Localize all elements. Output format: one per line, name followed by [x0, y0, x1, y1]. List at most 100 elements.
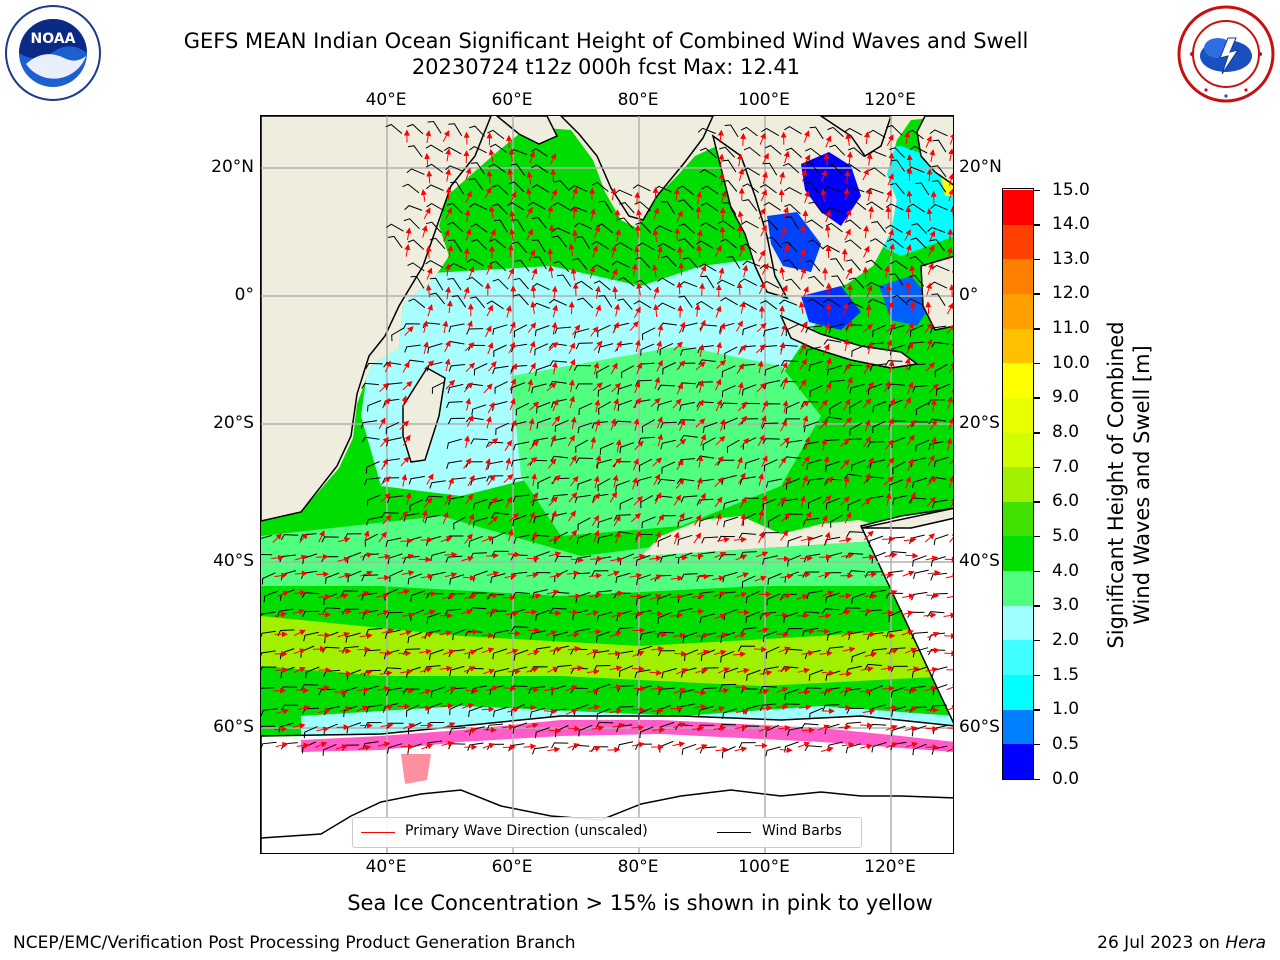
wind-barb [929, 704, 947, 712]
wave-direction-arrow [780, 284, 788, 297]
wind-barb [831, 275, 846, 289]
wind-barb [701, 185, 719, 195]
wind-barb [596, 365, 610, 379]
wave-direction-arrow [880, 609, 894, 616]
wind-barb [657, 534, 672, 548]
wind-barb [549, 607, 567, 614]
colorbar-segment [1003, 189, 1033, 225]
wind-barb [446, 401, 463, 409]
wind-barb [700, 222, 718, 231]
wave-direction-arrow [652, 229, 659, 242]
wind-barb [821, 608, 840, 615]
colorbar-tick-label: 8.0 [1052, 422, 1080, 443]
wave-direction-arrow [530, 492, 539, 504]
wave-direction-arrow [631, 724, 645, 731]
wave-direction-arrow [460, 609, 473, 615]
lon-tick-bottom: 100°E [738, 857, 790, 877]
wave-direction-arrow [903, 536, 917, 543]
wave-direction-arrow [887, 301, 894, 314]
wave-direction-arrow [888, 228, 894, 242]
wind-barb [279, 648, 295, 660]
wind-barb [527, 201, 546, 210]
wind-barb [804, 161, 820, 174]
wave-direction-arrow [442, 593, 456, 600]
wind-barb [809, 384, 824, 398]
wave-direction-arrow [801, 628, 815, 635]
wave-direction-arrow [824, 322, 831, 335]
wave-direction-arrow [670, 575, 684, 582]
wind-barb [385, 421, 400, 435]
lat-tick-left: 60°S [213, 717, 254, 737]
wave-direction-arrow [715, 435, 726, 446]
wind-barb [364, 477, 381, 486]
wind-barb [720, 650, 735, 663]
wave-direction-arrow [715, 512, 722, 526]
wind-barb [700, 275, 715, 289]
wind-barb [448, 364, 466, 372]
wind-barb [578, 402, 593, 415]
wave-direction-arrow [675, 478, 685, 489]
wave-direction-arrow [909, 300, 916, 314]
wind-barb [892, 461, 906, 475]
wind-barb [662, 362, 676, 375]
wave-direction-arrow [488, 361, 497, 372]
wind-barb [695, 240, 714, 249]
wind-barb [695, 300, 714, 310]
wave-direction-arrow [614, 303, 621, 317]
wave-direction-arrow [336, 593, 349, 600]
wave-direction-arrow [568, 529, 578, 541]
wind-barb [890, 686, 906, 698]
wave-direction-arrow [359, 632, 373, 639]
wind-barb [383, 702, 399, 713]
wave-direction-arrow [927, 570, 941, 576]
wind-barb [448, 323, 465, 333]
wave-direction-arrow [614, 340, 622, 353]
wind-barb [366, 461, 380, 474]
wave-direction-arrow [634, 224, 641, 238]
wave-direction-arrow [718, 153, 725, 167]
wave-direction-arrow [401, 395, 408, 409]
wave-direction-arrow [926, 168, 933, 182]
wave-direction-arrow [781, 323, 787, 337]
wave-direction-arrow [292, 608, 305, 615]
wind-barb [742, 167, 760, 176]
wave-direction-arrow [838, 704, 852, 711]
wave-direction-arrow [866, 188, 873, 201]
wave-direction-arrow [929, 149, 936, 162]
wave-direction-arrow [589, 572, 603, 579]
wind-barb [531, 239, 546, 253]
wave-direction-arrow [445, 286, 452, 300]
wind-barb [913, 569, 929, 580]
wind-barb [510, 457, 528, 467]
wind-barb [738, 742, 756, 749]
wave-direction-arrow [821, 514, 828, 527]
wind-barb [492, 324, 508, 335]
wave-direction-arrow [629, 573, 643, 579]
wave-direction-arrow [443, 229, 450, 242]
wave-direction-arrow [400, 537, 414, 544]
wave-direction-arrow [468, 266, 475, 279]
wind-barb [805, 147, 823, 158]
wave-direction-arrow [481, 706, 495, 713]
wave-direction-arrow [780, 361, 788, 374]
wind-barb [531, 497, 549, 507]
wave-direction-arrow [589, 265, 596, 279]
wind-barb [785, 278, 801, 290]
wind-barb [724, 124, 739, 138]
wave-direction-arrow [699, 492, 706, 505]
wind-barb [915, 402, 929, 416]
wave-direction-arrow [780, 419, 787, 432]
wave-direction-arrow [841, 552, 855, 559]
wind-barb [534, 325, 550, 337]
wave-direction-arrow [463, 247, 470, 261]
wind-barb [762, 630, 778, 643]
wind-barb [864, 663, 883, 670]
wave-direction-arrow [801, 455, 810, 467]
wind-barb [636, 685, 652, 696]
colorbar-tick-label: 2.0 [1052, 629, 1080, 650]
wave-direction-arrow [426, 267, 433, 280]
wave-direction-arrow [421, 509, 428, 523]
wave-direction-arrow [715, 378, 722, 391]
wind-barb [678, 223, 695, 234]
wind-barb [809, 126, 824, 140]
